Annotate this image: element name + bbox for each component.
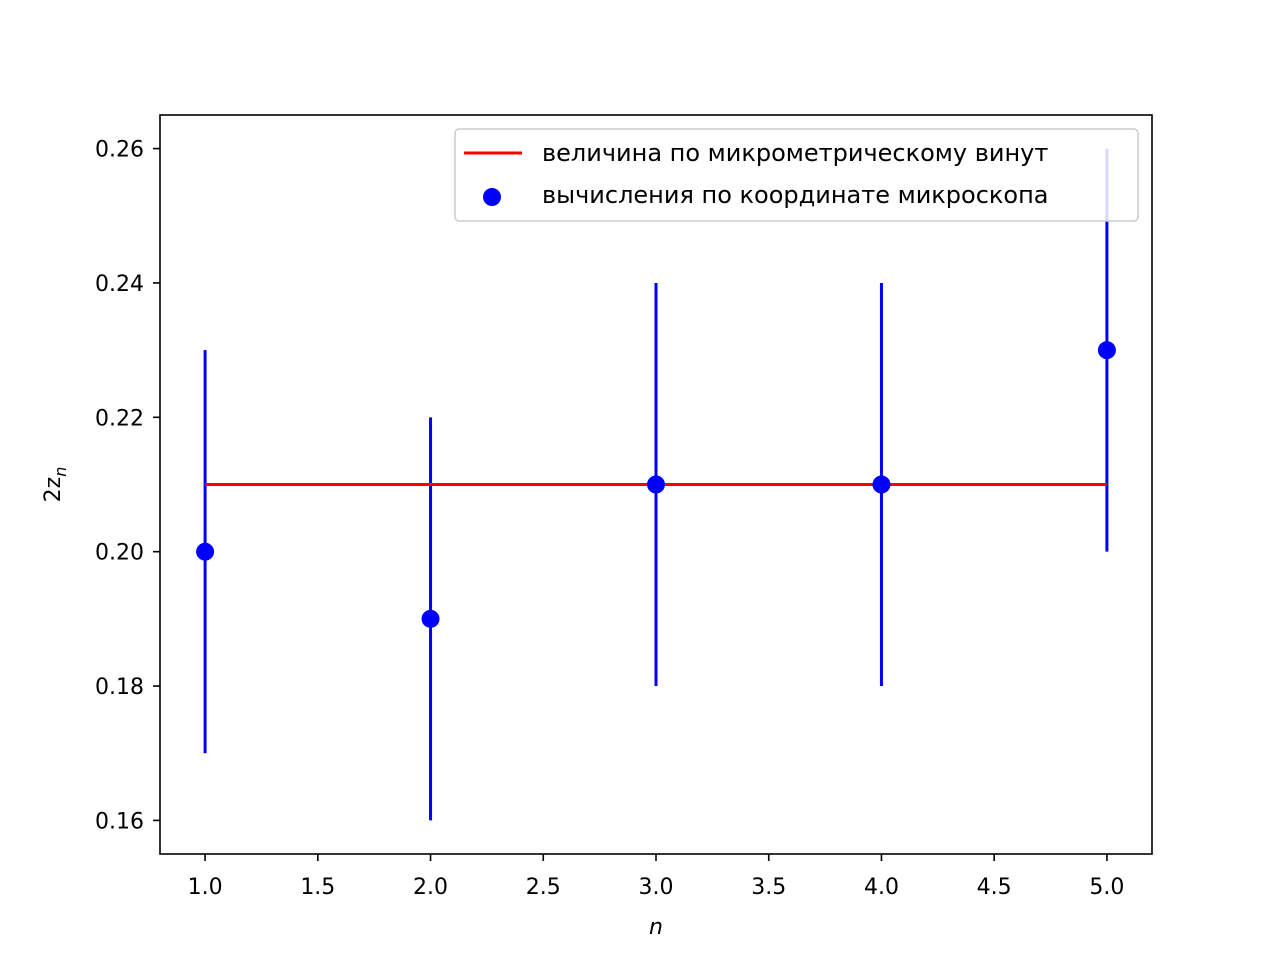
x-tick-label-8: 5.0 bbox=[1089, 875, 1124, 900]
x-axis-label: n bbox=[649, 915, 663, 940]
data-point-2 bbox=[421, 609, 440, 628]
plot-area bbox=[196, 148, 1116, 821]
x-tick-label-5: 3.5 bbox=[751, 875, 786, 900]
x-tick-label-0: 1.0 bbox=[188, 875, 223, 900]
legend: величина по микрометрическому винут вычис… bbox=[454, 128, 1139, 222]
y-tick-label-0: 0.16 bbox=[95, 809, 144, 834]
x-tick-label-4: 3.0 bbox=[639, 875, 674, 900]
y-axis-label: 2zn bbox=[41, 467, 70, 503]
y-axis-label-sub: n bbox=[51, 467, 70, 477]
y-tick-label-3: 0.22 bbox=[95, 406, 144, 431]
x-tick-label-3: 2.5 bbox=[526, 875, 561, 900]
legend-box bbox=[454, 128, 1139, 222]
x-tick-label-2: 2.0 bbox=[413, 875, 448, 900]
y-tick-label-5: 0.26 bbox=[95, 138, 144, 163]
y-tick-label-2: 0.20 bbox=[95, 541, 144, 566]
y-tick-label-1: 0.18 bbox=[95, 675, 144, 700]
data-point-5 bbox=[1097, 341, 1116, 360]
data-point-3 bbox=[647, 475, 665, 494]
data-point-4 bbox=[872, 475, 891, 494]
x-tick-label-6: 4.0 bbox=[864, 875, 899, 900]
data-point-1 bbox=[196, 542, 215, 561]
y-tick-label-4: 0.24 bbox=[95, 272, 144, 297]
legend-point-marker bbox=[483, 188, 501, 206]
legend-entry-line: величина по микрометрическому винут bbox=[542, 139, 1048, 167]
plot-series-group bbox=[196, 148, 1116, 821]
x-tick-label-1: 1.5 bbox=[300, 875, 335, 900]
y-axis-label-main: 2z bbox=[41, 477, 66, 503]
x-tick-label-7: 4.5 bbox=[977, 875, 1012, 900]
axes: 1.0 1.5 2.0 2.5 3.0 3.5 4.0 4.5 5.0 0.16 0.18 0.20 0… bbox=[41, 114, 1153, 940]
legend-entry-points: вычисления по координате микроскопа bbox=[542, 181, 1048, 209]
